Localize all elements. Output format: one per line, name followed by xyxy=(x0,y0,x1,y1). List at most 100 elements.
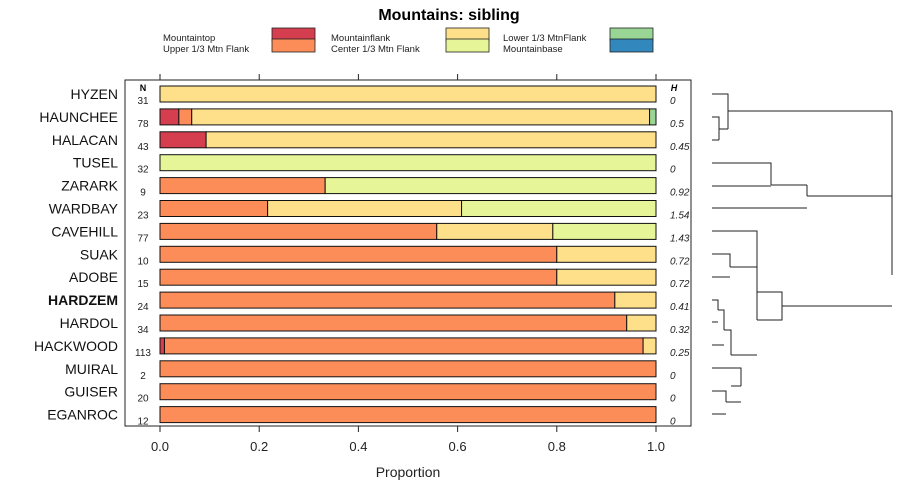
x-axis-label: Proportion xyxy=(376,464,441,480)
x-tick-label: 1.0 xyxy=(647,439,665,454)
row-label: HYZEN xyxy=(71,86,118,102)
row-cavehill: CAVEHILL 77 1.43 xyxy=(51,222,690,244)
legend-swatch-center-1-3-mtn-flank xyxy=(445,38,490,53)
dendrogram-branch xyxy=(712,162,892,209)
bar-segment-mountainflank xyxy=(614,291,657,309)
bar-segment-upper-1-3-mtn-flank xyxy=(159,383,657,401)
n-value: 78 xyxy=(137,119,149,130)
legend-swatch-mountainbase xyxy=(609,38,654,53)
row-label: EGANROC xyxy=(47,407,118,423)
bar-segment-upper-1-3-mtn-flank xyxy=(159,222,438,240)
h-value: 0 xyxy=(670,165,676,176)
row-label: ADOBE xyxy=(69,269,118,285)
h-value: 1.54 xyxy=(670,211,690,222)
row-hardol: HARDOL 34 0.32 xyxy=(60,314,690,336)
n-value: 32 xyxy=(137,165,149,176)
row-halacan: HALACAN 43 0.45 xyxy=(52,131,690,153)
h-column-header: H xyxy=(671,83,678,93)
row-adobe: ADOBE 15 0.72 xyxy=(69,268,690,290)
dendrogram xyxy=(712,93,893,415)
bar-segment-center-1-3-mtn-flank xyxy=(552,222,657,240)
bar-segment-mountaintop xyxy=(159,108,180,126)
bar-segment-upper-1-3-mtn-flank xyxy=(159,314,628,332)
row-muiral: MUIRAL 2 0 xyxy=(65,360,676,382)
bar-segment-center-1-3-mtn-flank xyxy=(324,177,657,195)
row-label: HARDOL xyxy=(60,315,119,331)
dendrogram-branch xyxy=(712,230,758,320)
h-value: 0.72 xyxy=(670,279,690,290)
h-value: 0 xyxy=(670,394,676,405)
n-value: 2 xyxy=(140,371,146,382)
row-haunchee: HAUNCHEE 78 0.5 xyxy=(39,108,684,130)
bar-segment-mountainflank xyxy=(436,222,554,240)
row-hackwood: HACKWOOD 113 0.25 xyxy=(34,337,690,359)
row-label: SUAK xyxy=(80,246,119,262)
n-value: 15 xyxy=(137,279,149,290)
bar-segment-upper-1-3-mtn-flank xyxy=(159,406,657,424)
legend-label-mountainbase: Mountainbase xyxy=(503,44,563,55)
h-value: 0 xyxy=(670,417,676,428)
row-label: MUIRAL xyxy=(65,361,118,377)
row-eganroc: EGANROC 12 0 xyxy=(47,406,676,428)
n-value: 24 xyxy=(137,302,149,313)
h-value: 0 xyxy=(670,96,676,107)
row-label: HACKWOOD xyxy=(34,338,118,354)
bar-segment-mountaintop xyxy=(159,337,165,355)
h-value: 0.25 xyxy=(670,348,690,359)
row-hardzem: HARDZEM 24 0.41 xyxy=(48,291,689,313)
legend-swatch-upper-1-3-mtn-flank xyxy=(271,38,316,53)
n-value: 31 xyxy=(137,96,149,107)
x-tick-label: 0.0 xyxy=(151,439,169,454)
bar-segment-upper-1-3-mtn-flank xyxy=(159,245,558,263)
row-label: HARDZEM xyxy=(48,292,118,308)
h-value: 0.41 xyxy=(670,302,689,313)
row-wardbay: WARDBAY 23 1.54 xyxy=(49,200,690,222)
x-axis: 0.0 0.2 0.4 0.6 0.8 1.0 xyxy=(151,74,665,454)
bar-segment-lower-1-3-mtnflank xyxy=(649,108,657,126)
row-label: CAVEHILL xyxy=(51,223,118,239)
row-zarark: ZARARK 9 0.92 xyxy=(61,177,690,199)
legend-label-center-1-3-mtn-flank: Center 1/3 Mtn Flank xyxy=(331,44,420,55)
bar-segment-upper-1-3-mtn-flank xyxy=(178,108,193,126)
h-value: 0.92 xyxy=(670,188,690,199)
bar-segment-mountainflank xyxy=(205,131,657,149)
x-tick-label: 0.8 xyxy=(548,439,566,454)
bar-segment-mountainflank xyxy=(556,245,657,263)
n-value: 34 xyxy=(137,325,149,336)
legend-label-upper-1-3-mtn-flank: Upper 1/3 Mtn Flank xyxy=(163,44,249,55)
bar-segment-mountainflank xyxy=(642,337,657,355)
bar-segment-upper-1-3-mtn-flank xyxy=(159,177,326,195)
bar-segment-mountainflank xyxy=(626,314,657,332)
bar-segment-mountaintop xyxy=(159,131,207,149)
bar-segment-upper-1-3-mtn-flank xyxy=(159,360,657,378)
bar-segment-mountainflank xyxy=(556,268,657,286)
legend-label-mountainflank: Mountainflank xyxy=(331,33,390,44)
n-value: 113 xyxy=(135,348,151,359)
chart-title: Mountains: sibling xyxy=(378,7,519,24)
bar-segment-mountainflank xyxy=(267,200,463,217)
row-label: TUSEL xyxy=(73,155,118,171)
n-value: 12 xyxy=(137,417,149,428)
row-guiser: GUISER 20 0 xyxy=(64,383,676,405)
dendrogram-branch xyxy=(712,93,892,141)
h-value: 0.32 xyxy=(670,325,690,336)
row-hyzen: HYZEN 31 0 xyxy=(71,85,676,107)
x-tick-label: 0.4 xyxy=(349,439,367,454)
plot-panel xyxy=(124,79,692,427)
row-label: HAUNCHEE xyxy=(39,109,118,125)
n-value: 9 xyxy=(140,188,146,199)
bar-segment-center-1-3-mtn-flank xyxy=(159,154,657,172)
dendrogram-branch xyxy=(757,111,893,321)
n-value: 10 xyxy=(137,256,149,267)
h-value: 1.43 xyxy=(670,233,690,244)
x-tick-label: 0.6 xyxy=(449,439,467,454)
bar-segment-upper-1-3-mtn-flank xyxy=(159,291,616,309)
bar-segment-center-1-3-mtn-flank xyxy=(461,200,657,217)
n-value: 20 xyxy=(137,394,149,405)
h-value: 0.45 xyxy=(670,142,690,153)
bar-segment-upper-1-3-mtn-flank xyxy=(163,337,644,355)
n-value: 23 xyxy=(137,211,149,222)
x-tick-label: 0.2 xyxy=(250,439,268,454)
